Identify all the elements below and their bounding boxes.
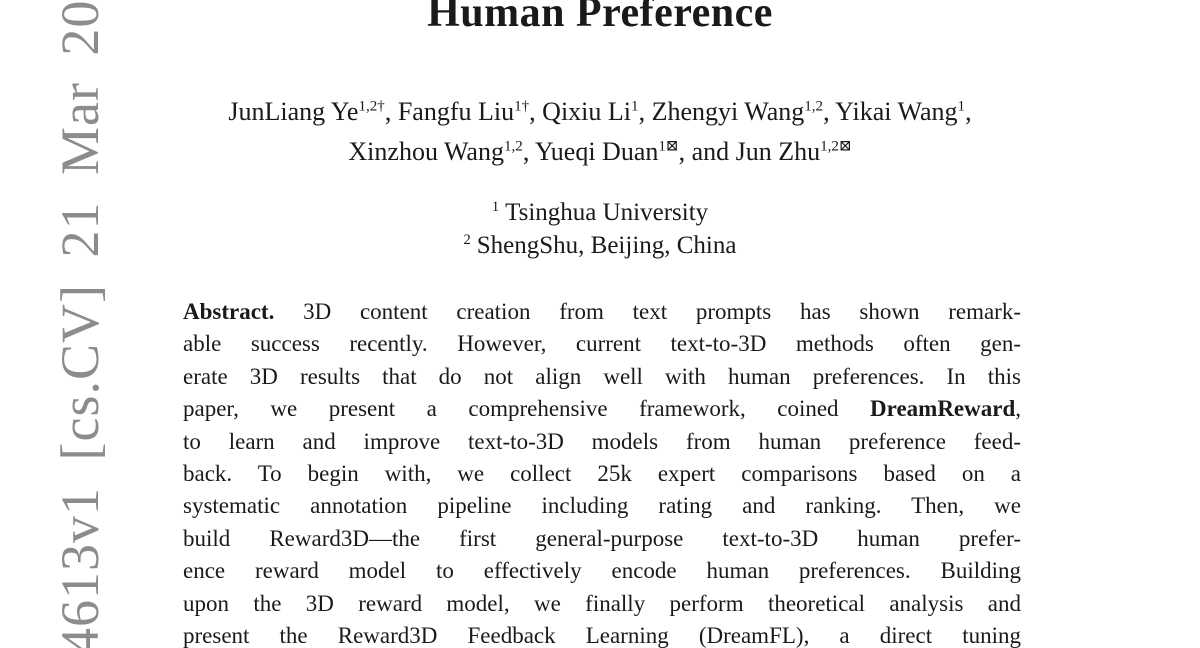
author-superscript: 1† <box>514 98 530 115</box>
author-superscript: 1,2 <box>503 138 523 155</box>
author: Fangfu Liu1†, <box>397 97 543 126</box>
affiliation: 1 Tsinghua University <box>0 196 1200 229</box>
author: and Jun Zhu1,2⊠ <box>691 137 852 166</box>
affiliation: 2 ShengShu, Beijing, China <box>0 229 1200 262</box>
abstract-line: paper, we present a comprehensive framew… <box>183 396 1021 422</box>
abstract-line: ence reward model to effectively encode … <box>183 558 1021 584</box>
author-line-2: Xinzhou Wang1,2, Yueqi Duan1⊠, and Jun Z… <box>0 132 1200 172</box>
abstract-line: back. To begin with, we collect 25k expe… <box>183 460 1021 486</box>
affiliation-list: 1 Tsinghua University 2 ShengShu, Beijing,… <box>0 196 1200 262</box>
abstract-line: present the Reward3D Feedback Learning (… <box>183 622 1021 648</box>
abstract-line: able success recently. However, current … <box>183 331 1021 357</box>
author-list: JunLiang Ye1,2†, Fangfu Liu1†, Qixiu Li1… <box>0 92 1200 172</box>
abstract-line: systematic annotation pipeline including… <box>183 493 1021 519</box>
author: Yikai Wang1, <box>835 97 972 126</box>
author-superscript: 1,2† <box>358 98 385 115</box>
author-superscript: 1⊠ <box>658 138 679 155</box>
author: JunLiang Ye1,2†, <box>228 97 398 126</box>
author: Xinzhou Wang1,2, <box>348 137 535 166</box>
abstract-block: Abstract. 3D content creation from text … <box>183 296 1021 648</box>
affiliation-name: ShengShu, Beijing, China <box>476 232 737 259</box>
abstract-line: to learn and improve text-to-3D models f… <box>183 428 1021 454</box>
author: Zhengyi Wang1,2, <box>651 97 836 126</box>
abstract-line: Abstract. 3D content creation from text … <box>183 299 1021 324</box>
author: Yueqi Duan1⊠, <box>534 137 692 166</box>
author-line-1: JunLiang Ye1,2†, Fangfu Liu1†, Qixiu Li1… <box>0 92 1200 132</box>
author-superscript: 1,2 <box>804 98 824 115</box>
abstract-line: build Reward3D—the first general-purpose… <box>183 525 1021 551</box>
author-superscript: 1 <box>631 98 639 115</box>
abstract-line: erate 3D results that do not align well … <box>183 363 1021 389</box>
author: Qixiu Li1, <box>542 97 652 126</box>
affiliation-marker: 1 <box>491 198 500 215</box>
author-superscript: 1 <box>957 98 966 115</box>
abstract-line: upon the 3D reward model, we finally per… <box>183 590 1021 616</box>
affiliation-marker: 2 <box>463 231 471 248</box>
author-superscript: 1,2⊠ <box>820 138 852 155</box>
affiliation-name: Tsinghua University <box>505 199 709 226</box>
paper-title: Human Preference <box>427 0 773 36</box>
